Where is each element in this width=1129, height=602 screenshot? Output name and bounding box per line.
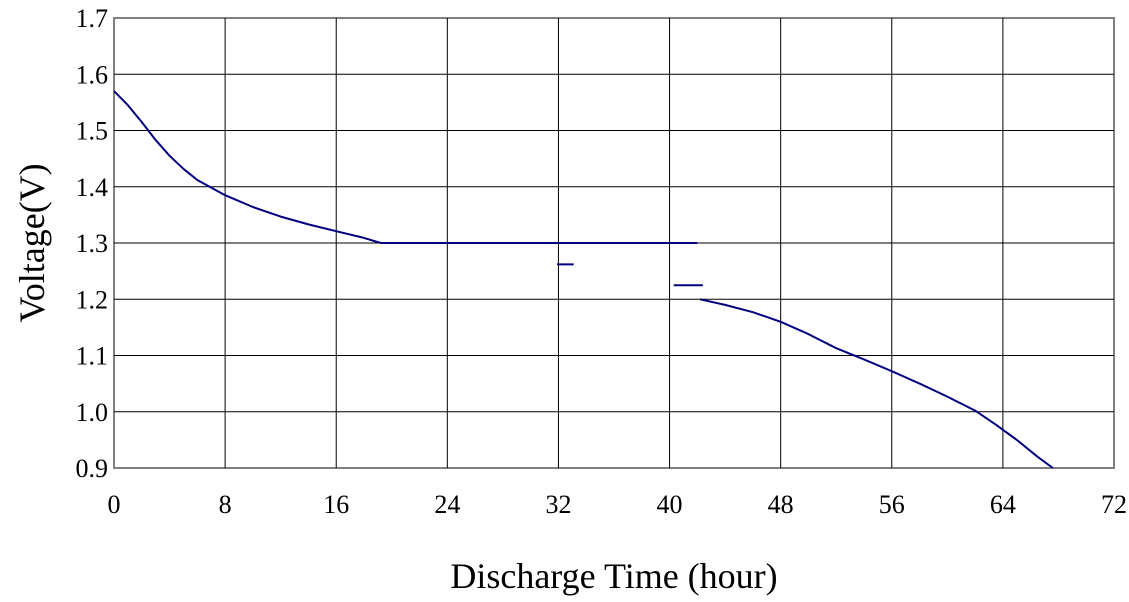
- x-tick-label: 64: [990, 490, 1016, 519]
- x-tick-label: 56: [879, 490, 905, 519]
- x-tick-label: 40: [657, 490, 683, 519]
- series-line-0: [113, 90, 381, 244]
- y-tick-label: 1.2: [76, 285, 109, 314]
- x-tick-label: 8: [219, 490, 232, 519]
- x-tick-label: 72: [1101, 490, 1127, 519]
- y-axis-title: Voltage(V): [12, 163, 52, 322]
- y-tick-label: 1.1: [76, 342, 109, 371]
- y-tick-label: 0.9: [76, 454, 109, 483]
- y-tick-label: 1.5: [76, 117, 109, 146]
- x-tick-labels: 0 8 16 24 32 40 48 56 64 72: [108, 490, 1128, 519]
- x-axis-title: Discharge Time (hour): [450, 556, 777, 596]
- x-tick-label: 24: [434, 490, 460, 519]
- x-tick-label: 32: [545, 490, 571, 519]
- y-tick-labels: 0.9 1.0 1.1 1.2 1.3 1.4 1.5 1.6 1.7: [76, 4, 109, 483]
- series-line-4: [699, 298, 1054, 469]
- y-tick-label: 1.6: [76, 60, 109, 89]
- grid-lines: [114, 18, 1114, 468]
- y-tick-label: 1.4: [76, 173, 109, 202]
- y-tick-label: 1.3: [76, 229, 109, 258]
- y-tick-label: 1.0: [76, 398, 109, 427]
- series-group: [113, 90, 1054, 469]
- x-tick-label: 16: [323, 490, 349, 519]
- x-tick-label: 48: [768, 490, 794, 519]
- x-tick-label: 0: [108, 490, 121, 519]
- y-tick-label: 1.7: [76, 4, 109, 33]
